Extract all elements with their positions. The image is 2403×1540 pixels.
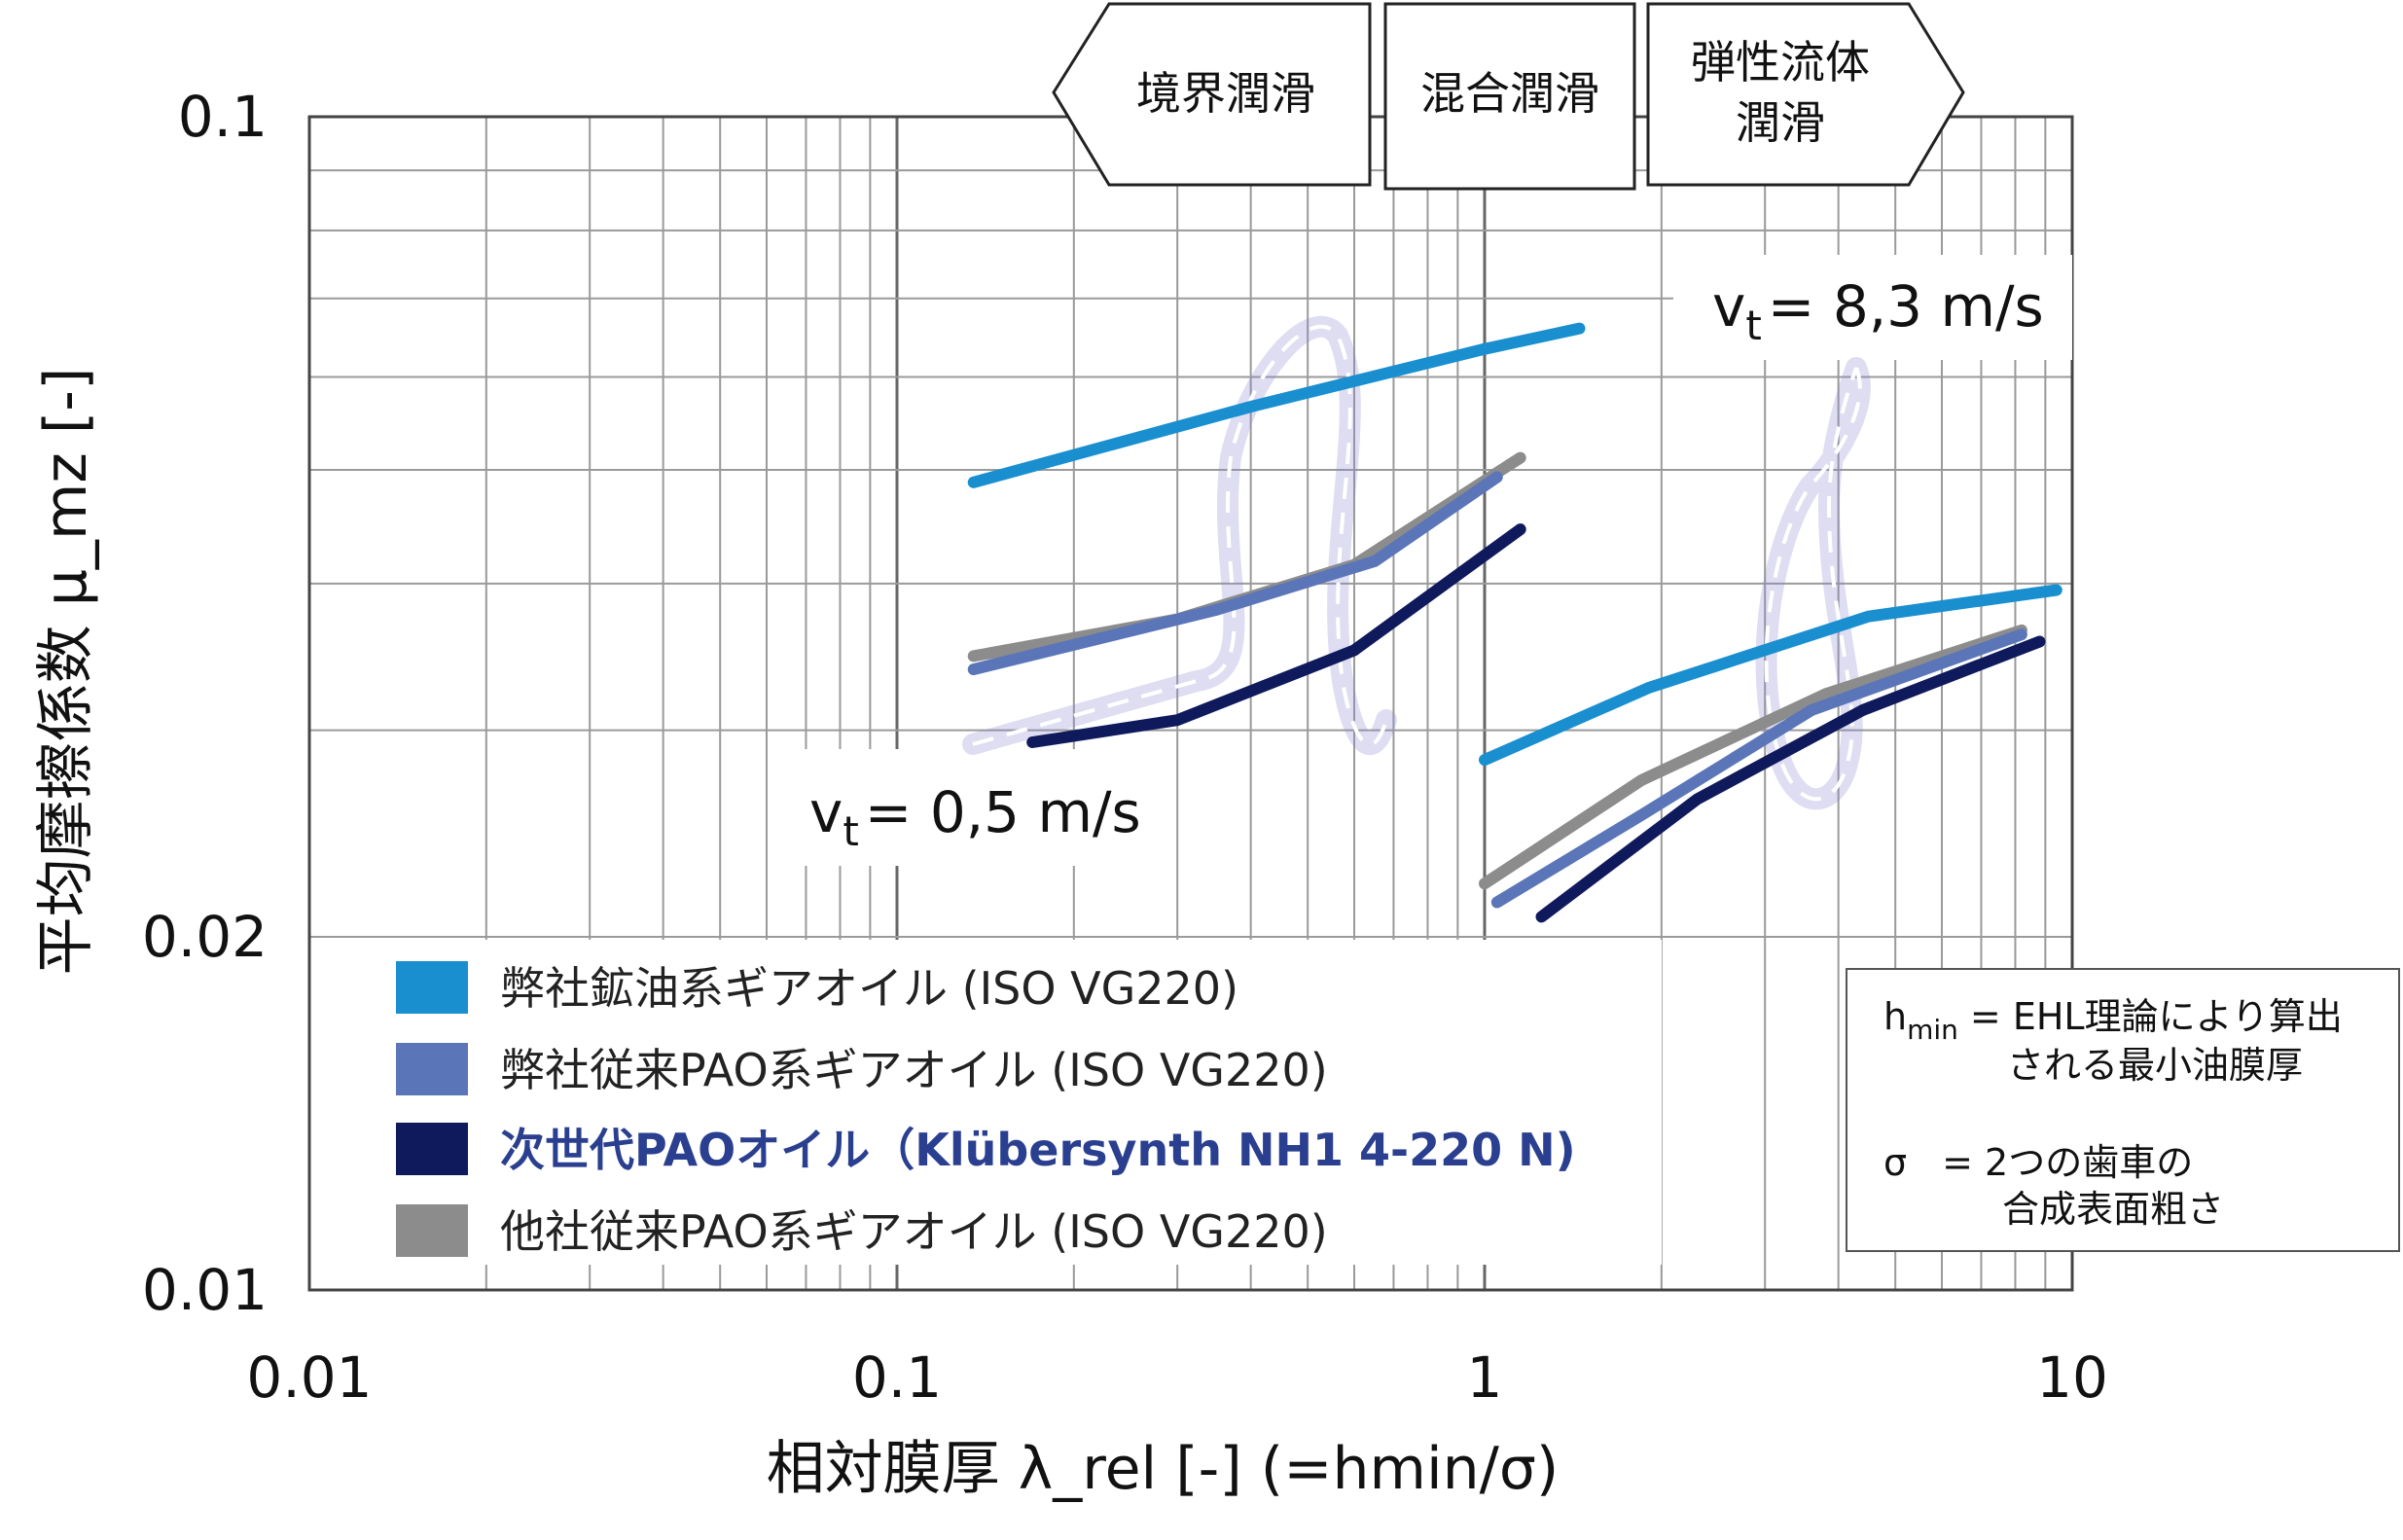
y-tick-labels: 0.01 0.02 0.1 <box>142 84 268 1323</box>
x-tick-labels: 0.01 0.1 1 10 <box>246 1344 2107 1411</box>
note-box: hmin = EHL理論により算出 される最小油膜厚 σ = 2つの歯車の 合成表面… <box>1846 968 2400 1252</box>
speed-marker-high <box>1755 357 1871 810</box>
x-tick-label: 0.01 <box>246 1344 372 1411</box>
note-line-4: 合成表面粗さ <box>2002 1188 2224 1231</box>
annotation-high-speed: vt = 8,3 m/s <box>1712 273 2044 349</box>
x-tick-label: 0.1 <box>852 1344 942 1411</box>
note-line-1-rest: = EHL理論により算出 <box>1970 995 2343 1038</box>
series-line-1-seg-0 <box>967 471 1503 676</box>
annotation-high-sub: t <box>1745 302 1761 349</box>
regime-boundary: 境界潤滑 <box>1052 2 1372 187</box>
annotation-high-value: = 8,3 m/s <box>1768 273 2044 340</box>
series-line-2-seg-1 <box>1535 635 2046 923</box>
legend-swatch <box>396 1204 468 1257</box>
speed-marker-low <box>962 315 1397 756</box>
series-line-0-seg-1 <box>1479 584 2062 767</box>
legend-bg <box>377 940 1662 1265</box>
x-tick-label: 1 <box>1467 1344 1503 1411</box>
regime-ehl-label-line1: 弾性流体 <box>1691 36 1870 89</box>
series-line-3-seg-0 <box>967 451 1526 663</box>
note-line-3-rest: = 2つの歯車の <box>1942 1141 2193 1184</box>
note-line-1: hmin = EHL理論により算出 <box>1883 995 2343 1046</box>
y-axis-title: 平均摩擦係数 μ_mz [-] <box>32 368 100 976</box>
regime-ehl: 弾性流体潤滑 <box>1646 2 1965 187</box>
series-line-2-seg-0 <box>1026 523 1526 748</box>
note-line-3: σ = 2つの歯車の <box>1883 1141 2193 1184</box>
regime-boundary-label: 境界潤滑 <box>1136 67 1315 120</box>
legend-label: 弊社鉱油系ギアオイル (ISO VG220) <box>500 962 1238 1015</box>
legend-swatch <box>396 1043 468 1095</box>
annotation-low-speed: vt = 0,5 m/s <box>809 779 1141 855</box>
y-tick-label: 0.01 <box>142 1257 268 1323</box>
regime-mixed-label: 混合潤滑 <box>1420 67 1599 120</box>
legend-swatch <box>396 961 468 1014</box>
regime-ehl-label-line2: 潤滑 <box>1736 96 1825 149</box>
annotation-bg-high <box>1673 255 2072 360</box>
legend-label: 次世代PAOオイル（Klübersynth NH1 4-220 N) <box>500 1124 1576 1176</box>
series-line-1-seg-1 <box>1490 628 2027 909</box>
note-h: h <box>1883 995 1907 1038</box>
x-axis-title: 相対膜厚 λ_rel [-] (=hmin/σ) <box>767 1435 1560 1503</box>
note-sigma: σ <box>1883 1141 1907 1184</box>
legend-label: 他社従来PAO系ギアオイル (ISO VG220) <box>500 1205 1328 1258</box>
series-line-0-seg-0 <box>967 322 1586 488</box>
y-tick-label: 0.1 <box>178 84 268 150</box>
note-h-sub: min <box>1907 1014 1958 1046</box>
annotation-low-sub: t <box>843 807 858 855</box>
regime-mixed: 混合潤滑 <box>1383 2 1636 191</box>
x-tick-label: 10 <box>2036 1344 2108 1411</box>
annotation-high-v: v <box>1712 273 1745 340</box>
series-lines <box>967 322 2062 923</box>
legend-entries: 弊社鉱油系ギアオイル (ISO VG220) 弊社従来PAO系ギアオイル (ISO… <box>396 961 1576 1258</box>
annotation-low-v: v <box>809 779 843 845</box>
series-line-3-seg-1 <box>1479 624 2027 890</box>
regime-ehl-label: 弾性流体潤滑 <box>1691 36 1870 149</box>
annotation-low-value: = 0,5 m/s <box>865 779 1141 845</box>
legend: 弊社鉱油系ギアオイル (ISO VG220) 弊社従来PAO系ギアオイル (ISO… <box>377 940 1662 1265</box>
legend-label: 弊社従来PAO系ギアオイル (ISO VG220) <box>500 1044 1328 1096</box>
legend-swatch <box>396 1123 468 1175</box>
note-line-2: される最小油膜厚 <box>2007 1044 2303 1087</box>
annotation-bg-low <box>798 749 1158 866</box>
y-tick-label: 0.02 <box>142 904 268 970</box>
